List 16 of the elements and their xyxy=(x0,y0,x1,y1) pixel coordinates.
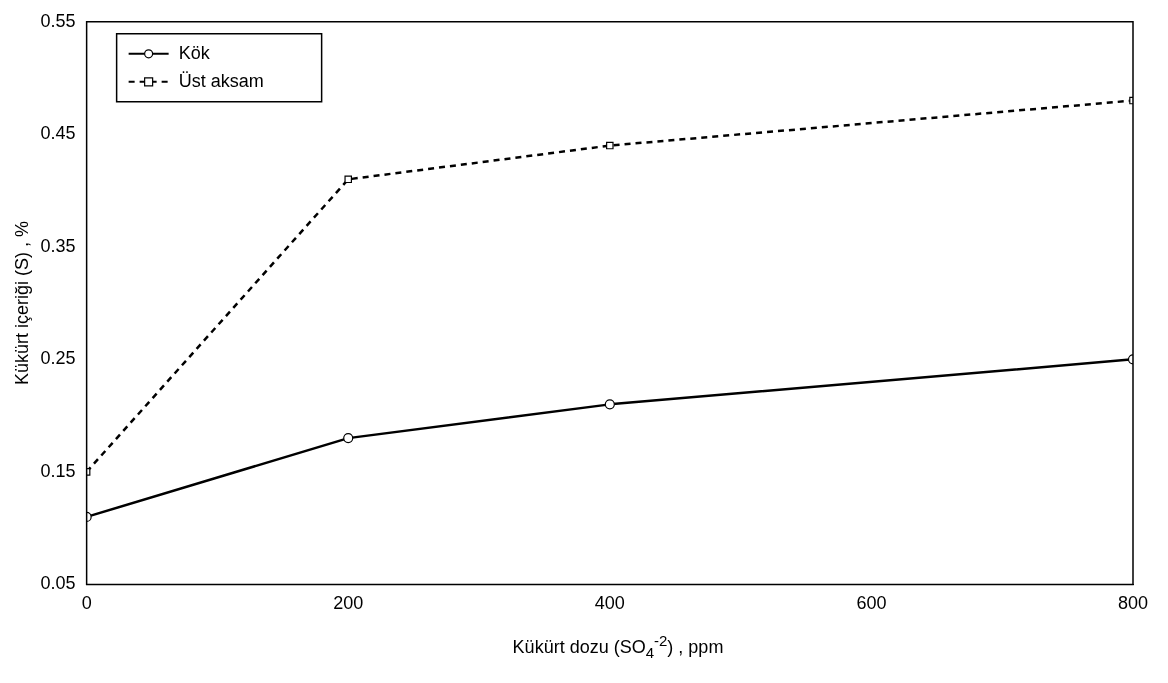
x-tick-label: 400 xyxy=(594,593,625,614)
point xyxy=(606,141,614,150)
x-tick-label: 800 xyxy=(1117,593,1149,614)
legend-label: Üst aksam xyxy=(178,70,264,91)
y-tick-label: 0.05 xyxy=(40,573,76,594)
x-tick-label: 200 xyxy=(333,593,364,614)
legend-label: Kök xyxy=(178,42,211,63)
x-tick-label: 600 xyxy=(856,593,887,614)
y-tick-label: 0.25 xyxy=(40,348,76,369)
y-axis-title: Kükürt içeriği (S) , % xyxy=(11,221,32,386)
y-tick-label: 0.15 xyxy=(40,460,76,481)
y-tick-label: 0.45 xyxy=(40,123,76,144)
y-tick-label: 0.55 xyxy=(40,10,76,31)
y-tick-label: 0.35 xyxy=(40,235,76,256)
x-axis-title: Kükürt dozu (SO$_{4}$$^{-2}$) , ppm xyxy=(511,632,725,661)
x-tick-label: 0 xyxy=(81,593,92,614)
